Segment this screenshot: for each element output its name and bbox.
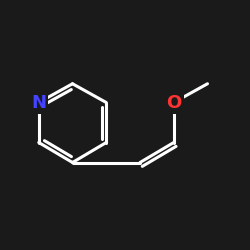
Text: O: O: [166, 94, 182, 112]
Text: N: N: [31, 94, 46, 112]
